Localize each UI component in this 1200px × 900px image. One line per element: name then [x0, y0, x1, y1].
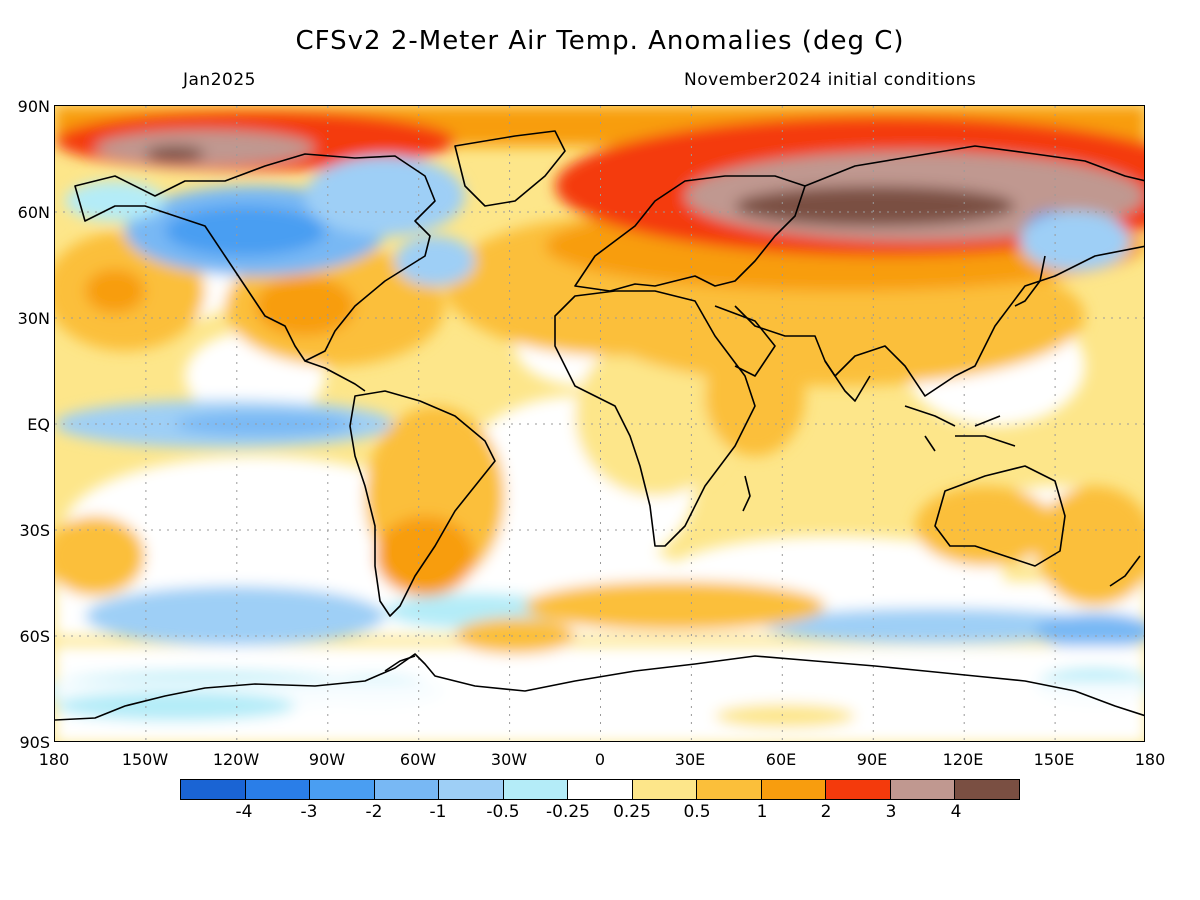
colorbar-swatch [244, 779, 310, 800]
lat-label-90s: 90S [19, 733, 50, 752]
colorbar-swatch [502, 779, 568, 800]
colorbar-swatch [825, 779, 890, 800]
lon-label-150e: 150E [1033, 750, 1075, 769]
lon-label-120w: 120W [212, 750, 260, 769]
colorbar-label: -0.5 [486, 802, 520, 822]
lat-label-eq: EQ [27, 415, 50, 434]
coastlines [55, 130, 1144, 721]
colorbar-swatch [567, 779, 632, 800]
colorbar-label: -3 [300, 802, 318, 822]
colorbar-swatch [438, 779, 503, 800]
colorbar-label: 3 [885, 802, 897, 822]
colorbar-swatch [631, 779, 697, 800]
colorbar-swatch [760, 779, 826, 800]
colorbar-swatch [889, 779, 955, 800]
lon-label-90e: 90E [856, 750, 888, 769]
colorbar-swatch [309, 779, 374, 800]
colorbar-label: -2 [365, 802, 383, 822]
anomaly-map-svg [55, 106, 1144, 741]
lat-label-30n: 30N [17, 309, 50, 328]
colorbar-label: -4 [235, 802, 253, 822]
colorbar-label: -0.25 [546, 802, 590, 822]
valid-month-label: Jan2025 [183, 70, 256, 90]
lon-label-180e: 180 [1134, 750, 1166, 769]
colorbar-label: -1 [429, 802, 447, 822]
anomaly-field [55, 106, 1144, 741]
lon-label-30e: 30E [674, 750, 706, 769]
lat-label-30s: 30S [19, 521, 50, 540]
colorbar-swatch [954, 779, 1020, 800]
lon-label-120e: 120E [942, 750, 984, 769]
colorbar-swatch [373, 779, 439, 800]
colorbar [180, 779, 1020, 800]
lon-label-180w: 180 [38, 750, 70, 769]
colorbar-label: 1 [756, 802, 768, 822]
lat-label-60s: 60S [19, 627, 50, 646]
lon-label-90w: 90W [308, 750, 346, 769]
colorbar-label: 0.25 [613, 802, 651, 822]
lat-label-60n: 60N [17, 203, 50, 222]
colorbar-swatch [696, 779, 761, 800]
anomaly-map [54, 105, 1145, 742]
colorbar-label: 2 [820, 802, 832, 822]
map-gridlines [55, 106, 1144, 741]
colorbar-label: 4 [950, 802, 962, 822]
init-conditions-label: November2024 initial conditions [684, 70, 977, 90]
lon-label-60e: 60E [765, 750, 797, 769]
colorbar-label: 0.5 [683, 802, 711, 822]
lon-label-60w: 60W [399, 750, 437, 769]
lat-label-90n: 90N [17, 97, 50, 116]
lon-label-150w: 150W [121, 750, 169, 769]
colorbar-swatch [180, 779, 245, 800]
chart-title: CFSv2 2-Meter Air Temp. Anomalies (deg C… [295, 26, 905, 56]
lon-label-30w: 30W [490, 750, 528, 769]
lon-label-0: 0 [594, 750, 606, 769]
